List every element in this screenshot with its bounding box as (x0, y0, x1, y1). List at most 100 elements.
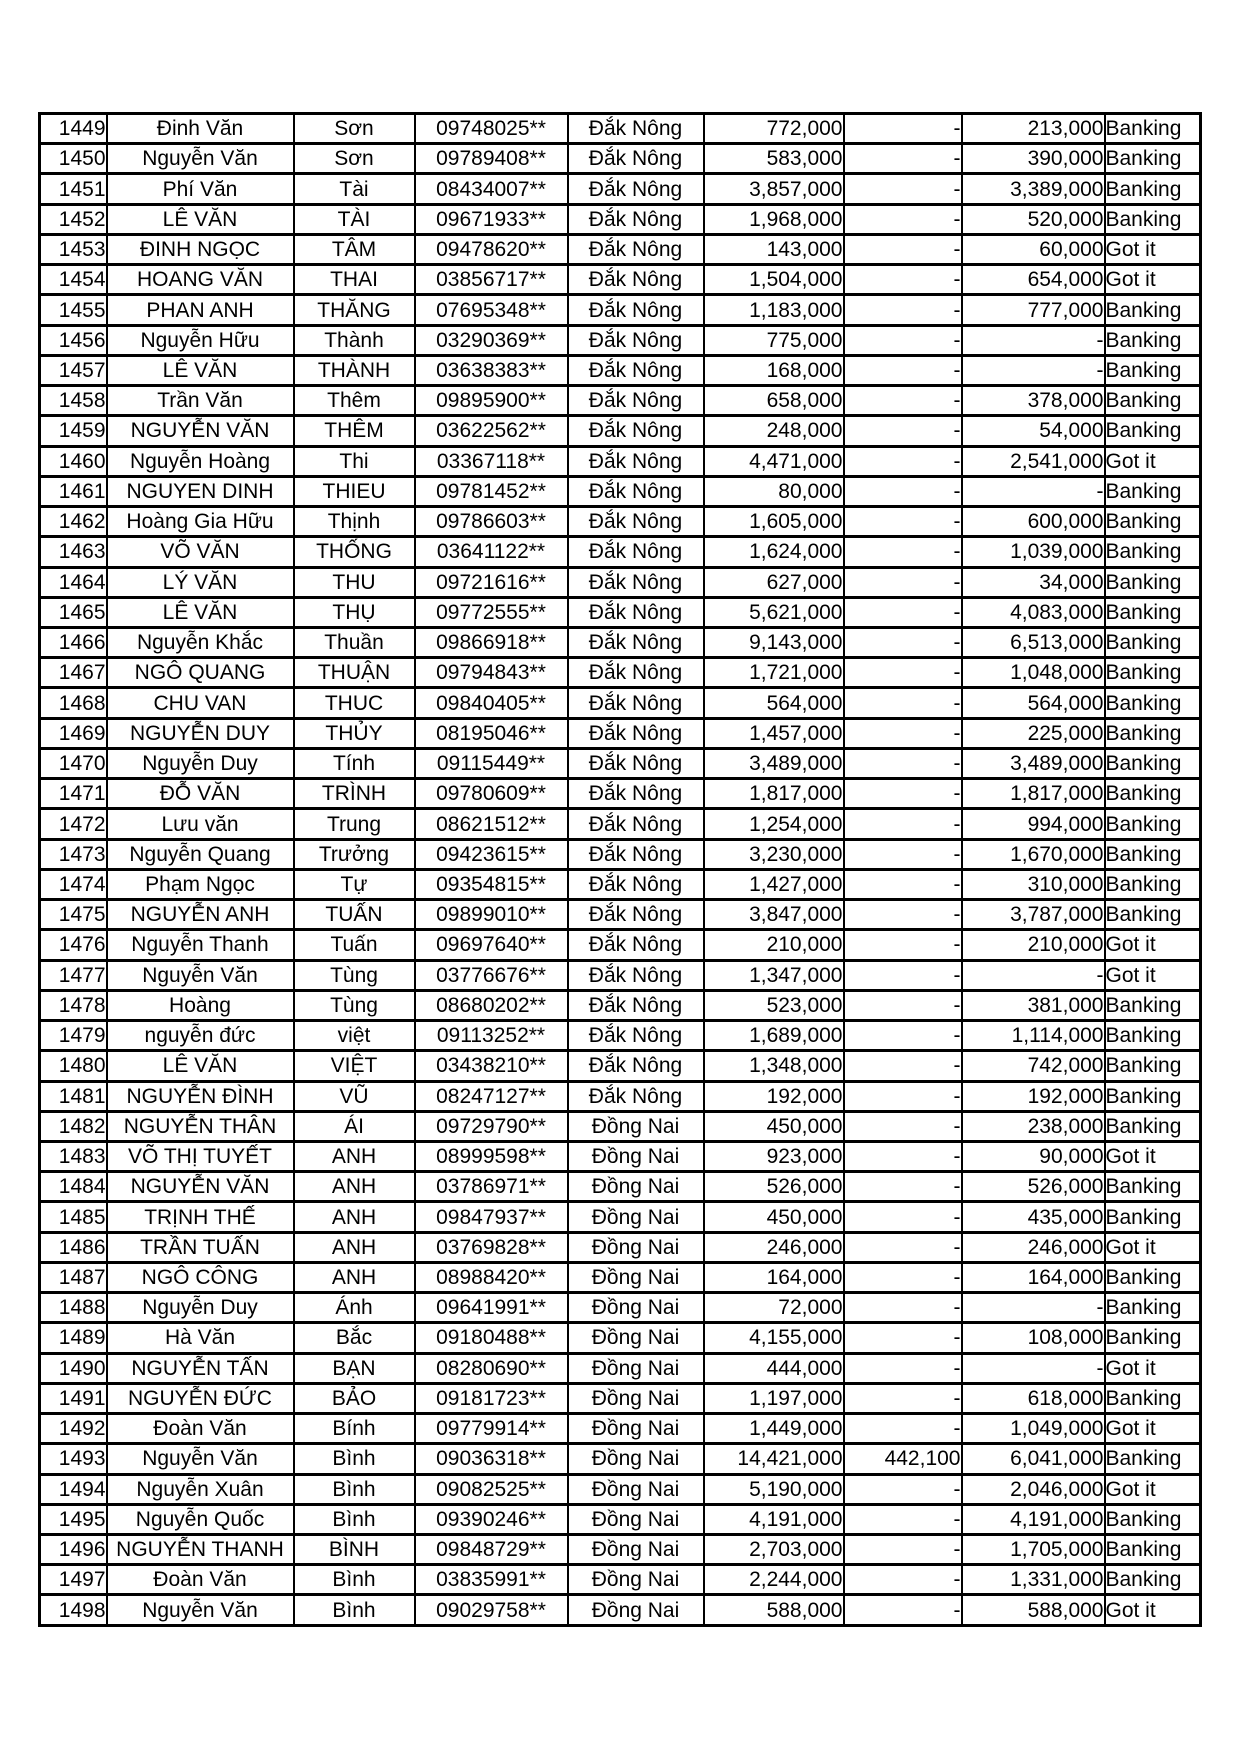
cell-row-number: 1476 (38, 928, 108, 962)
cell-phone: 09181723** (413, 1381, 569, 1416)
cell-status: Banking (1103, 1049, 1202, 1083)
cell-given-name: VŨ (292, 1079, 416, 1113)
cell-amount-1: 627,000 (702, 565, 845, 599)
cell-status: Banking (1103, 202, 1202, 236)
cell-province: Đồng Nai (566, 1533, 705, 1567)
cell-status: Banking (1103, 1442, 1202, 1476)
cell-surname: Nguyễn Khắc (105, 625, 295, 660)
cell-province: Đắk Nông (566, 263, 705, 297)
cell-row-number: 1478 (38, 988, 108, 1023)
cell-given-name: Bính (292, 1412, 416, 1446)
table-row: 1449 Đinh Văn Sơn 09748025** Đắk Nông 772,000… (38, 111, 1202, 146)
cell-status: Banking (1103, 1291, 1202, 1325)
cell-phone: 08434007** (413, 172, 569, 206)
cell-row-number: 1491 (38, 1381, 108, 1416)
cell-surname: Nguyễn Duy (105, 1291, 295, 1325)
cell-amount-1: 3,857,000 (702, 172, 845, 206)
cell-surname: NGUYỄN THÂN (105, 1109, 295, 1143)
cell-amount-3: 777,000 (960, 293, 1106, 327)
cell-phone: 09423615** (413, 837, 569, 871)
cell-amount-2: - (842, 1049, 963, 1083)
table-row: 1469 NGUYỄN DUY THỦY 08195046** Đắk Nông 1,45… (38, 716, 1202, 750)
table-row: 1463 VÕ VĂN THỐNG 03641122** Đắk Nông 1,624,0… (38, 535, 1202, 569)
table-row: 1493 Nguyễn Văn Bình 09036318** Đồng Nai 14,4… (38, 1442, 1202, 1476)
cell-given-name: Tùng (292, 988, 416, 1023)
cell-row-number: 1498 (38, 1593, 108, 1627)
cell-amount-1: 1,817,000 (702, 777, 845, 811)
cell-status: Banking (1103, 323, 1202, 357)
cell-phone: 08195046** (413, 716, 569, 750)
cell-status: Banking (1103, 414, 1202, 448)
cell-amount-2: - (842, 263, 963, 297)
cell-given-name: Tự (292, 867, 416, 902)
cell-surname: Nguyễn Xuân (105, 1472, 295, 1506)
table-row: 1467 NGÔ QUANG THUẬN 09794843** Đắk Nông 1,72… (38, 656, 1202, 690)
cell-row-number: 1482 (38, 1109, 108, 1143)
cell-province: Đắk Nông (566, 172, 705, 206)
cell-amount-3: 1,048,000 (960, 656, 1106, 690)
cell-row-number: 1453 (38, 232, 108, 267)
cell-amount-2: - (842, 1079, 963, 1113)
cell-status: Banking (1103, 384, 1202, 418)
cell-amount-1: 164,000 (702, 1260, 845, 1295)
cell-amount-3: 164,000 (960, 1260, 1106, 1295)
cell-given-name: ÁI (292, 1109, 416, 1143)
cell-amount-3: 246,000 (960, 1230, 1106, 1264)
table-row: 1465 LÊ VĂN THỤ 09772555** Đắk Nông 5,621,000… (38, 595, 1202, 629)
cell-amount-2: - (842, 1200, 963, 1234)
cell-phone: 09478620** (413, 232, 569, 267)
cell-surname: Đoàn Văn (105, 1412, 295, 1446)
cell-amount-3: 600,000 (960, 505, 1106, 539)
cell-province: Đắk Nông (566, 928, 705, 962)
cell-surname: TRẦN TUẤN (105, 1230, 295, 1264)
cell-phone: 03641122** (413, 535, 569, 569)
cell-given-name: Thành (292, 323, 416, 357)
cell-status: Banking (1103, 1019, 1202, 1053)
cell-phone: 03856717** (413, 263, 569, 297)
cell-status: Got it (1103, 1351, 1202, 1385)
cell-status: Banking (1103, 898, 1202, 932)
cell-province: Đồng Nai (566, 1139, 705, 1174)
table-body: 1449 Đinh Văn Sơn 09748025** Đắk Nông 772,000… (38, 111, 1202, 1627)
cell-row-number: 1485 (38, 1200, 108, 1234)
cell-surname: NGUYEN DINH (105, 474, 295, 509)
cell-given-name: Tùng (292, 958, 416, 992)
cell-phone: 08247127** (413, 1079, 569, 1113)
cell-amount-3: 520,000 (960, 202, 1106, 236)
cell-status: Got it (1103, 1472, 1202, 1506)
cell-row-number: 1460 (38, 444, 108, 478)
table-row: 1483 VÕ THỊ TUYẾT ANH 08999598** Đồng Nai 923… (38, 1139, 1202, 1174)
table-row: 1455 PHAN ANH THĂNG 07695348** Đắk Nông 1,183… (38, 293, 1202, 327)
table-row: 1471 ĐỖ VĂN TRÌNH 09780609** Đắk Nông 1,817,0… (38, 777, 1202, 811)
cell-province: Đắk Nông (566, 988, 705, 1023)
cell-amount-2: - (842, 988, 963, 1023)
cell-phone: 09082525** (413, 1472, 569, 1506)
table-row: 1494 Nguyễn Xuân Bình 09082525** Đồng Nai 5,1… (38, 1472, 1202, 1506)
cell-amount-2: - (842, 142, 963, 176)
cell-status: Banking (1103, 1260, 1202, 1295)
cell-amount-1: 1,254,000 (702, 807, 845, 841)
cell-row-number: 1468 (38, 686, 108, 720)
cell-status: Banking (1103, 716, 1202, 750)
cell-amount-3: 1,331,000 (960, 1563, 1106, 1597)
cell-province: Đắk Nông (566, 1019, 705, 1053)
cell-given-name: TUẤN (292, 898, 416, 932)
cell-amount-1: 1,624,000 (702, 535, 845, 569)
cell-amount-3: 1,039,000 (960, 535, 1106, 569)
cell-province: Đắk Nông (566, 777, 705, 811)
table-row: 1459 NGUYỄN VĂN THÊM 03622562** Đắk Nông 248,… (38, 414, 1202, 448)
cell-surname: NGUYỄN ĐỨC (105, 1381, 295, 1416)
cell-amount-2: - (842, 928, 963, 962)
table-row: 1457 LÊ VĂN THÀNH 03638383** Đắk Nông 168,000… (38, 353, 1202, 388)
table-row: 1477 Nguyễn Văn Tùng 03776676** Đắk Nông 1,34… (38, 958, 1202, 992)
table-row: 1484 NGUYỄN VĂN ANH 03786971** Đồng Nai 526,0… (38, 1170, 1202, 1204)
cell-amount-3: 90,000 (960, 1139, 1106, 1174)
cell-phone: 09115449** (413, 746, 569, 781)
table-row: 1476 Nguyễn Thanh Tuấn 09697640** Đắk Nông 21… (38, 928, 1202, 962)
cell-surname: LÊ VĂN (105, 353, 295, 388)
cell-given-name: THAI (292, 263, 416, 297)
table-row: 1480 LÊ VĂN VIỆT 03438210** Đắk Nông 1,348,00… (38, 1049, 1202, 1083)
table-row: 1495 Nguyễn Quốc Bình 09390246** Đồng Nai 4,1… (38, 1502, 1202, 1537)
cell-row-number: 1455 (38, 293, 108, 327)
cell-status: Banking (1103, 988, 1202, 1023)
